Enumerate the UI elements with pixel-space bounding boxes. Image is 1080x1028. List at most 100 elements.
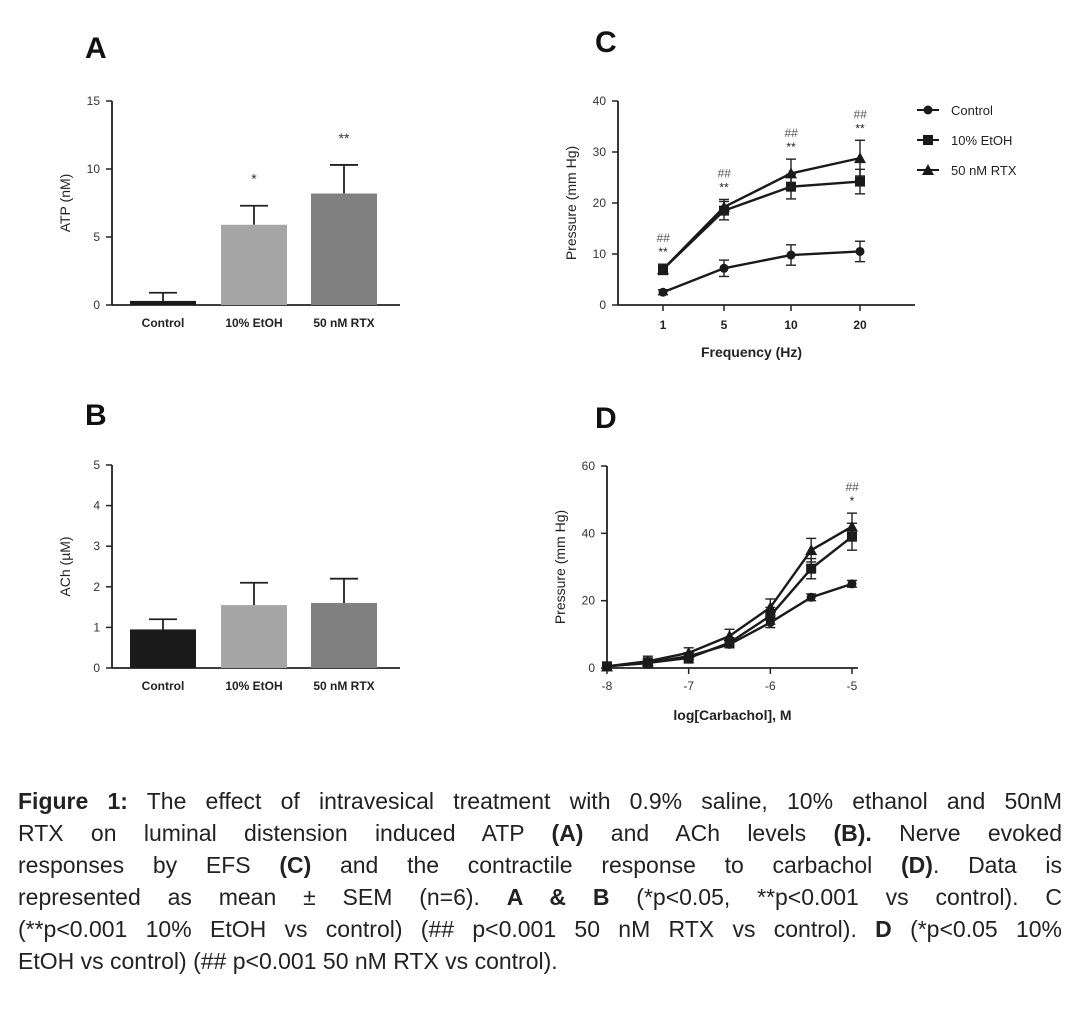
significance-star: ** [658,245,668,259]
y-tick-label: 0 [588,661,595,675]
x-axis-label: Frequency (Hz) [701,344,802,360]
data-point [641,655,654,667]
caption-text: represented as mean ± SEM (n=6). [18,884,507,910]
x-tick-label: 50 nM RTX [313,316,374,330]
data-point [806,563,817,574]
data-point [785,167,797,179]
significance-hash: ## [845,480,859,494]
y-tick-label: 10 [593,247,607,261]
caption-line: Figure 1: The effect of intravesical tre… [18,785,1062,817]
caption-line: responses by EFS (C) and the contractile… [18,849,1062,881]
y-tick-label: 0 [93,298,100,312]
significance-hash: ## [853,107,867,121]
series-50-nm-rtx [601,512,858,672]
caption-text: EtOH vs control) (## p<0.001 50 nM RTX v… [18,948,558,974]
bar [130,629,196,668]
panel-label: B [85,399,107,432]
x-tick-label: -7 [683,679,694,693]
data-point [657,263,669,275]
y-tick-label: 15 [87,94,101,108]
caption-bold-text: A & B [506,884,610,910]
figure-caption: Figure 1: The effect of intravesical tre… [18,785,1062,977]
caption-text: (*p<0.05, **p<0.001 vs control). C [609,884,1063,910]
caption-text: . Data is [932,852,1062,878]
caption-text: The effect of intravesical treatment wit… [127,788,1062,814]
x-tick-label: 20 [853,318,867,332]
y-axis-label: Pressure (mm Hg) [552,510,568,624]
y-tick-label: 40 [593,94,607,108]
bar [130,300,196,305]
y-tick-label: 1 [93,620,100,634]
y-tick-label: 10 [87,162,101,176]
caption-text: RTX on luminal distension induced ATP [18,820,552,846]
x-tick-label: -6 [765,679,776,693]
data-point [601,660,613,672]
series-50-nm-rtx [657,139,866,276]
caption-line: RTX on luminal distension induced ATP (A… [18,817,1062,849]
panel-a: A 0 5 10 15 ATP (nM) Control 10% EtOH * 50 nM RTX… [57,32,400,330]
significance-star: ** [786,140,796,154]
caption-bold-text: D [875,916,892,942]
caption-text: and the contractile response to carbacho… [311,852,902,878]
y-tick-label: 4 [93,499,100,513]
y-tick-label: 3 [93,539,100,553]
y-tick-label: 60 [582,459,596,473]
panel-c: C 0 10 20 30 40 Pressure (mm Hg) Frequency (Hz)… [563,26,1017,360]
y-tick-label: 0 [599,298,606,312]
x-tick-label: 50 nM RTX [313,679,374,693]
data-point [658,287,668,297]
series-line [662,180,861,271]
data-point [855,176,865,187]
series-control [602,579,857,671]
caption-text: (**p<0.001 10% EtOH vs control) (## p<0.… [18,916,876,942]
data-point [847,579,857,589]
caption-bold-text: (B). [833,820,872,846]
caption-bold-text: Figure 1: [18,788,128,814]
y-tick-label: 20 [582,594,596,608]
x-axis-label: log[Carbachol], M [673,707,791,723]
panel-label: A [85,32,107,65]
panel-label: D [595,402,617,435]
x-tick-label: 1 [660,318,667,332]
legend-marker [923,135,933,145]
data-point [718,201,730,213]
caption-text: responses by EFS [18,852,280,878]
legend: Control 10% EtOH 50 nM RTX [917,103,1017,178]
data-point [723,630,736,642]
y-axis-label: Pressure (mm Hg) [563,146,579,260]
caption-line: EtOH vs control) (## p<0.001 50 nM RTX v… [18,945,1062,977]
x-tick-label: Control [142,679,185,693]
significance-star: ** [719,180,729,194]
caption-line: (**p<0.001 10% EtOH vs control) (## p<0.… [18,913,1062,945]
caption-bold-text: (C) [279,852,312,878]
caption-bold-text: (D) [901,852,933,878]
x-tick-label: 5 [721,318,728,332]
significance-star: ** [855,121,865,135]
legend-label: 10% EtOH [951,133,1012,148]
data-point [786,250,796,260]
x-tick-label: -5 [847,679,858,693]
data-point [854,152,866,164]
x-tick-label: 10% EtOH [225,316,282,330]
x-tick-label: -8 [602,679,613,693]
y-tick-label: 30 [593,145,607,159]
significance-mark: ** [339,130,350,146]
legend-marker [922,164,934,175]
series-line [662,250,861,294]
y-tick-label: 40 [582,526,596,540]
y-axis-label: ACh (µM) [57,536,73,596]
y-tick-label: 20 [593,196,607,210]
x-tick-label: 10% EtOH [225,679,282,693]
data-point [846,520,858,532]
legend-marker [923,105,933,115]
y-tick-label: 2 [93,580,100,594]
series-control [658,240,865,297]
significance-mark: * [251,171,257,187]
data-point [855,246,865,256]
y-tick-label: 5 [93,230,100,244]
data-point [682,646,695,658]
significance-hash: ## [656,231,670,245]
data-point [805,544,818,556]
caption-text: Nerve evoked [871,820,1062,846]
y-axis-label: ATP (nM) [57,174,73,233]
